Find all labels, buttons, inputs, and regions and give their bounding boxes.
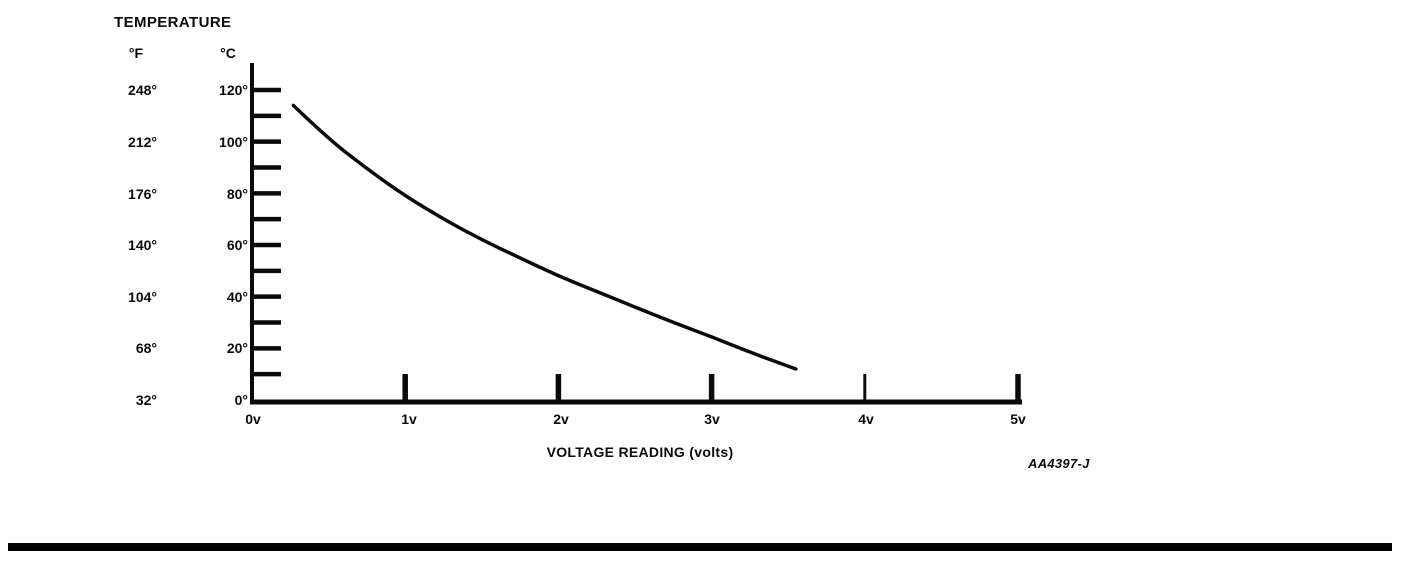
celsius-tick-label: 20° bbox=[226, 340, 248, 356]
figure-code: AA4397-J bbox=[1028, 456, 1090, 471]
x-tick-label-5v: 5v bbox=[1010, 411, 1026, 427]
fahrenheit-unit-label: °F bbox=[128, 45, 144, 61]
x-axis-title: VOLTAGE READING (volts) bbox=[546, 444, 734, 460]
celsius-tick-label: 60° bbox=[226, 237, 248, 253]
celsius-tick-label: 80° bbox=[226, 186, 248, 202]
fahrenheit-tick-label: 140° bbox=[128, 237, 157, 253]
x-tick-label-2v: 2v bbox=[553, 411, 569, 427]
temperature-voltage-curve bbox=[291, 103, 798, 371]
celsius-tick-label: 0° bbox=[234, 392, 248, 408]
fahrenheit-tick-label: 248° bbox=[128, 82, 157, 98]
x-tick-label-4v: 4v bbox=[858, 411, 874, 427]
fahrenheit-tick-label: 68° bbox=[135, 340, 157, 356]
celsius-tick-label: 40° bbox=[226, 289, 248, 305]
fahrenheit-tick-label: 212° bbox=[128, 134, 157, 150]
celsius-unit-label: °C bbox=[220, 45, 236, 61]
celsius-tick-label: 120° bbox=[219, 82, 248, 98]
page-bottom-rule bbox=[8, 543, 1392, 551]
chart-title: TEMPERATURE bbox=[114, 14, 232, 31]
celsius-tick-label: 100° bbox=[219, 134, 248, 150]
fahrenheit-tick-label: 32° bbox=[135, 392, 157, 408]
x-tick-label-0v: 0v bbox=[245, 411, 261, 427]
fahrenheit-tick-label: 104° bbox=[128, 289, 157, 305]
x-tick-label-3v: 3v bbox=[704, 411, 720, 427]
x-tick-label-1v: 1v bbox=[401, 411, 417, 427]
fahrenheit-tick-label: 176° bbox=[128, 186, 157, 202]
